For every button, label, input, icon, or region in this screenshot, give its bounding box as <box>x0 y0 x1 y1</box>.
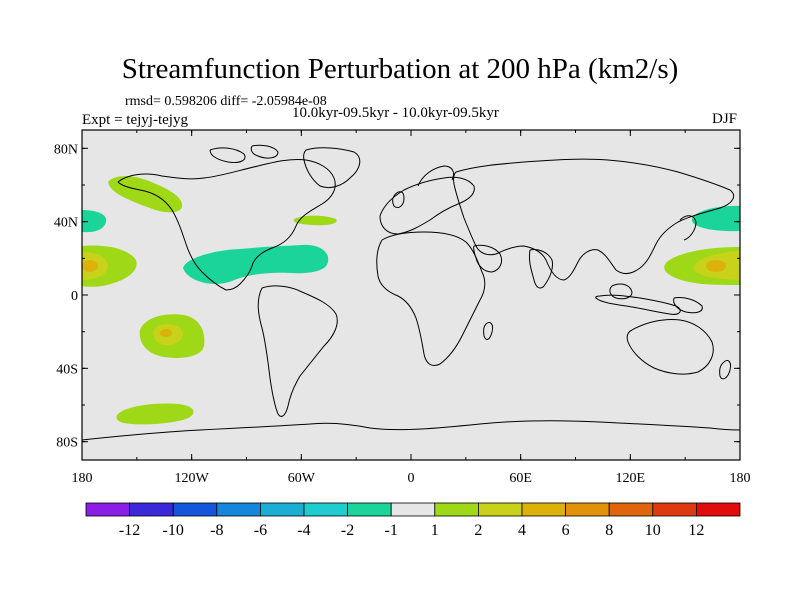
colorbar-swatch <box>521 502 566 517</box>
coastlines <box>82 144 740 460</box>
coast-indonesia <box>595 294 681 315</box>
colorbar-swatch <box>477 502 523 517</box>
colorbar-swatch <box>85 502 130 517</box>
coast-greenland <box>303 147 361 189</box>
colorbar-label: -6 <box>254 522 267 539</box>
coast-arctic-islands-2 <box>250 144 279 159</box>
coast-borneo <box>609 283 633 300</box>
lon-label: 180 <box>72 471 93 486</box>
coast-arabia <box>473 244 503 273</box>
colorbar-label: 6 <box>562 522 570 539</box>
lon-label: 60W <box>288 471 316 486</box>
colorbar-label: -8 <box>210 522 223 539</box>
colorbar-label: 12 <box>688 522 704 539</box>
colorbar-label: -12 <box>119 522 140 539</box>
lon-label: 180 <box>730 471 751 486</box>
experiment-label: Expt = tejyj-tejyg <box>82 112 188 128</box>
coast-uk <box>392 191 405 209</box>
colorbar-label: -4 <box>297 522 310 539</box>
period-label: 10.0kyr-09.5kyr - 10.0kyr-09.5kyr <box>292 105 499 121</box>
axis-ticks: 180 120W 60W 0 60E 120E 180 80N 40N 0 40S 80S <box>54 130 751 486</box>
colorbar-swatch <box>434 502 479 517</box>
colorbar-label: 10 <box>645 522 661 539</box>
colorbar-swatch <box>390 502 436 517</box>
coast-madagascar <box>483 321 493 340</box>
contour-pos-alaska <box>108 176 183 213</box>
colorbar-swatch <box>347 502 392 517</box>
lat-label: 0 <box>71 289 78 304</box>
colorbar-label: 1 <box>431 522 439 539</box>
contour-pos-natl <box>293 215 337 226</box>
lon-label: 60E <box>509 471 532 486</box>
colorbar-label: 8 <box>605 522 613 539</box>
lon-label: 120E <box>616 471 646 486</box>
lat-label: 40S <box>56 362 78 377</box>
colorbar-label: -10 <box>163 522 184 539</box>
lon-label: 0 <box>408 471 415 486</box>
contour-neg-npac-west <box>82 210 107 233</box>
colorbar-label: 2 <box>474 522 482 539</box>
contour-peak-spac <box>160 329 172 337</box>
contour-pos-southern <box>116 403 194 425</box>
colorbar-label: 4 <box>518 522 526 539</box>
coast-south-america <box>257 285 338 417</box>
contour-peak-tpac-west <box>82 260 98 272</box>
colorbar-swatch <box>172 502 218 517</box>
lat-label: 40N <box>54 216 78 231</box>
coast-india <box>529 249 553 289</box>
colorbar-swatch <box>696 502 741 517</box>
contour-neg-atlantic <box>183 244 329 284</box>
plot-title: Streamfunction Perturbation at 200 hPa (… <box>121 53 679 85</box>
colorbar-swatch <box>259 502 305 517</box>
map-background <box>82 130 740 460</box>
coast-north-america <box>117 159 336 291</box>
lat-label: 80N <box>54 142 78 157</box>
season-label: DJF <box>712 111 738 127</box>
coast-japan <box>679 215 697 241</box>
colorbar-label: -1 <box>385 522 398 539</box>
colorbar-swatch <box>608 502 654 517</box>
lon-label: 120W <box>175 471 210 486</box>
lat-label: 80S <box>56 436 78 451</box>
colorbar-swatch <box>129 502 174 517</box>
colorbar-swatch <box>565 502 610 517</box>
colorbar-swatch <box>652 502 697 517</box>
colorbar-swatch <box>303 502 348 517</box>
colorbar-label: -2 <box>341 522 354 539</box>
colorbar-swatch <box>216 502 261 517</box>
coast-australia <box>626 319 714 375</box>
contour-peak-tpac-east <box>706 260 726 272</box>
coast-png <box>673 297 703 314</box>
contour-fills <box>82 144 740 460</box>
rmsd-stats: rmsd= 0.598206 diff= -2.05984e-08 <box>125 94 327 109</box>
coast-arctic-islands <box>209 147 246 163</box>
colorbar: -12 -10 -8 -6 -4 -2 -1 1 2 4 6 8 10 12 <box>85 502 741 539</box>
coast-antarctica <box>82 420 740 460</box>
coast-new-zealand <box>719 359 731 380</box>
coast-africa <box>376 231 486 367</box>
coast-scandinavia <box>417 165 455 187</box>
coast-asia <box>453 158 735 281</box>
